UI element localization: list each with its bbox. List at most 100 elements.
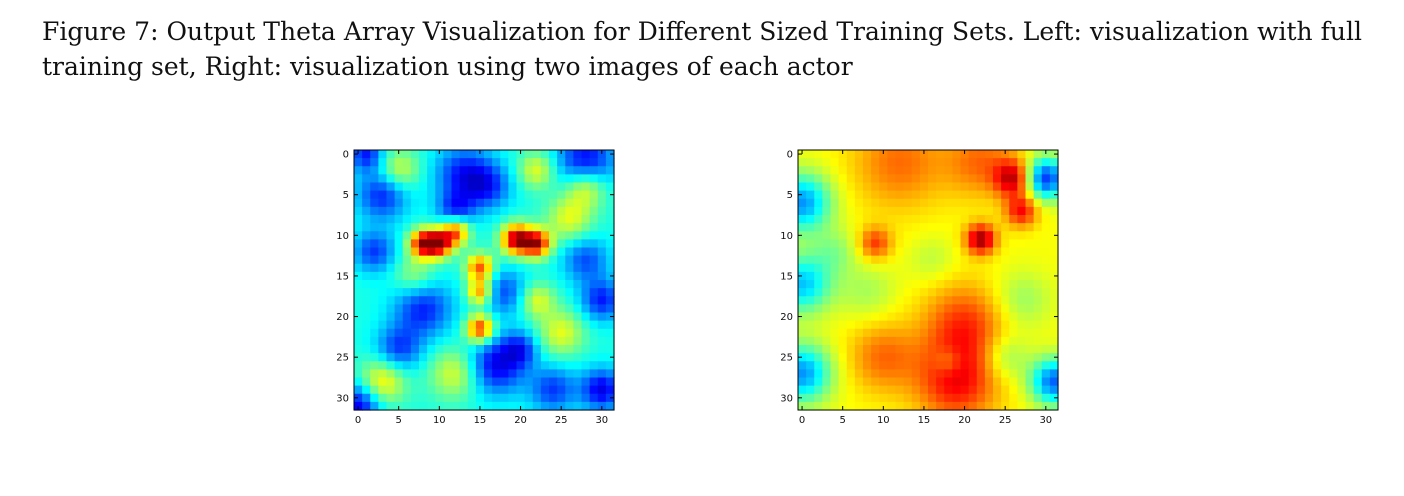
heatmap-cell xyxy=(410,166,420,175)
heatmap-cell xyxy=(475,166,485,175)
heatmap-cell xyxy=(1049,377,1059,387)
heatmap-cell xyxy=(484,345,493,354)
heatmap-cell xyxy=(524,150,534,159)
heatmap-cell xyxy=(798,304,807,314)
heatmap-cell xyxy=(524,393,534,403)
heatmap-cell xyxy=(605,320,615,330)
heatmap-cell xyxy=(402,198,412,208)
heatmap-cell xyxy=(362,271,371,281)
heatmap-cell xyxy=(354,369,363,379)
heatmap-cell xyxy=(524,369,534,379)
heatmap-cell xyxy=(549,401,558,411)
heatmap-cell xyxy=(492,239,501,249)
heatmap-cell xyxy=(532,223,542,232)
heatmap-cell xyxy=(597,231,607,240)
heatmap-cell xyxy=(976,369,986,379)
heatmap-cell xyxy=(887,255,897,265)
heatmap-cell xyxy=(822,377,832,387)
heatmap-cell xyxy=(565,271,574,281)
heatmap-cell xyxy=(903,320,913,330)
heatmap-cell xyxy=(1009,206,1018,216)
heatmap-cell xyxy=(1017,280,1027,289)
heatmap-cell xyxy=(838,198,848,208)
heatmap-cell xyxy=(500,320,509,330)
heatmap-cell xyxy=(984,288,994,297)
heatmap-cell xyxy=(871,353,880,362)
heatmap-cell xyxy=(451,182,461,192)
heatmap-cell xyxy=(410,280,420,289)
heatmap-cell xyxy=(410,345,420,354)
heatmap-cell xyxy=(960,377,970,387)
heatmap-cell xyxy=(887,247,897,257)
heatmap-cell xyxy=(1009,158,1018,167)
heatmap-cell xyxy=(895,328,905,338)
heatmap-cell xyxy=(984,255,994,265)
heatmap-cell xyxy=(1009,377,1018,387)
heatmap-cell xyxy=(895,401,905,411)
heatmap-cell xyxy=(968,239,978,249)
heatmap-cell xyxy=(984,198,994,208)
heatmap-cell xyxy=(394,393,404,403)
heatmap-cell xyxy=(1033,401,1043,411)
heatmap-cell xyxy=(362,361,371,370)
heatmap-cell xyxy=(516,231,526,240)
heatmap-cell xyxy=(846,215,856,224)
heatmap-cell xyxy=(1033,150,1043,159)
heatmap-cell xyxy=(492,263,501,273)
heatmap-cell xyxy=(573,336,583,346)
heatmap-cell xyxy=(1017,288,1027,297)
heatmap-cell xyxy=(993,361,1002,370)
heatmap-cell xyxy=(911,369,921,379)
heatmap-cell xyxy=(879,345,888,354)
heatmap-cell xyxy=(500,304,509,314)
heatmap-cell xyxy=(573,182,583,192)
heatmap-cell xyxy=(532,198,542,208)
heatmap-cell xyxy=(854,190,864,200)
heatmap-cell xyxy=(911,336,921,346)
heatmap-cell xyxy=(370,166,379,175)
heatmap-cell xyxy=(557,328,566,338)
heatmap-cell xyxy=(484,166,493,175)
heatmap-cell xyxy=(960,263,970,273)
heatmap-cell xyxy=(895,239,905,249)
heatmap-cell xyxy=(362,215,371,224)
heatmap-two-images-per-actor: 0 5 10 15 20 25 30 0 5 10 15 20 25 30 xyxy=(762,140,1062,440)
heatmap-cell xyxy=(806,304,815,314)
heatmap-cell xyxy=(854,150,864,159)
heatmap-cell xyxy=(822,304,832,314)
heatmap-cell xyxy=(581,166,591,175)
heatmap-cell xyxy=(605,158,615,167)
heatmap-cell xyxy=(895,158,905,167)
heatmap-cell xyxy=(1033,166,1043,175)
heatmap-cell xyxy=(871,198,880,208)
heatmap-cell xyxy=(354,150,363,159)
heatmap-cell xyxy=(508,182,518,192)
heatmap-cell xyxy=(838,296,848,305)
heatmap-cell xyxy=(830,215,840,224)
heatmap-cell xyxy=(597,255,607,265)
heatmap-cell xyxy=(557,312,566,322)
heatmap-cell xyxy=(435,263,444,273)
heatmap-cell xyxy=(589,174,599,184)
heatmap-cell xyxy=(984,393,994,403)
heatmap-cell xyxy=(467,206,477,216)
heatmap-cell xyxy=(410,393,420,403)
heatmap-cell xyxy=(435,271,444,281)
heatmap-cell xyxy=(589,361,599,370)
heatmap-cell xyxy=(887,198,897,208)
heatmap-cell xyxy=(879,247,888,257)
heatmap-cell xyxy=(806,198,815,208)
heatmap-cell xyxy=(354,255,363,265)
heatmap-cell xyxy=(402,288,412,297)
heatmap-cell xyxy=(467,255,477,265)
heatmap-cell xyxy=(589,223,599,232)
heatmap-cell xyxy=(1025,336,1035,346)
heatmap-cell xyxy=(589,198,599,208)
heatmap-cell xyxy=(597,393,607,403)
heatmap-cell xyxy=(846,369,856,379)
heatmap-cell xyxy=(589,328,599,338)
heatmap-cell xyxy=(1033,271,1043,281)
heatmap-cell xyxy=(427,174,436,184)
heatmap-cell xyxy=(854,304,864,314)
heatmap-cell xyxy=(605,369,615,379)
